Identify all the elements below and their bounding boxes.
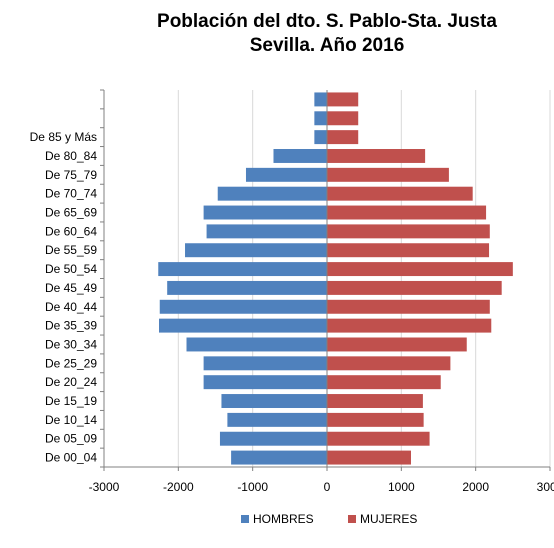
bar-hombres-11 xyxy=(185,243,327,258)
y-tick-label-5: De 25_29 xyxy=(45,356,97,370)
bar-hombres-6 xyxy=(186,337,327,352)
bar-mujeres-8 xyxy=(327,299,490,314)
y-tick-label-11: De 55_59 xyxy=(45,243,97,257)
y-tick-label-14: De 70_74 xyxy=(45,187,97,201)
y-tick-label-10: De 50_54 xyxy=(45,262,97,276)
legend-label-hombres: HOMBRES xyxy=(253,512,314,526)
bar-mujeres-7 xyxy=(327,318,492,333)
y-tick-label-16: De 80_84 xyxy=(45,149,97,163)
y-tick-label-13: De 65_69 xyxy=(45,206,97,220)
bar-hombres-7 xyxy=(159,318,327,333)
bar-hombres-19 xyxy=(314,92,327,107)
bar-hombres-17 xyxy=(314,130,327,145)
bar-mujeres-4 xyxy=(327,375,441,390)
bar-hombres-8 xyxy=(159,299,327,314)
bar-hombres-15 xyxy=(245,167,327,182)
bar-mujeres-1 xyxy=(327,431,430,446)
y-tick-label-8: De 40_44 xyxy=(45,300,97,314)
y-tick-label-1: De 05_09 xyxy=(45,432,97,446)
bar-mujeres-2 xyxy=(327,412,424,427)
bar-mujeres-9 xyxy=(327,280,502,295)
y-tick-label-7: De 35_39 xyxy=(45,319,97,333)
bar-hombres-10 xyxy=(158,262,327,277)
bar-mujeres-17 xyxy=(327,130,359,145)
bar-mujeres-15 xyxy=(327,167,449,182)
y-tick-label-12: De 60_64 xyxy=(45,224,97,238)
legend-label-mujeres: MUJERES xyxy=(360,512,417,526)
bar-hombres-4 xyxy=(203,375,327,390)
bar-hombres-16 xyxy=(273,149,327,163)
y-tick-label-2: De 10_14 xyxy=(45,413,97,427)
y-tick-label-17: De 85 y Más xyxy=(30,130,97,144)
bar-hombres-0 xyxy=(231,450,327,465)
bar-hombres-18 xyxy=(314,111,327,126)
y-tick-labels: De 00_04 De 05_09 De 10_14 De 15_19 De 20_24… xyxy=(30,130,98,464)
bar-mujeres-14 xyxy=(327,186,473,201)
axes xyxy=(100,89,551,471)
x-tick-label-5: 2000 xyxy=(462,480,489,494)
bar-mujeres-12 xyxy=(327,224,490,239)
y-tick-label-9: De 45_49 xyxy=(45,281,97,295)
x-tick-label-6: 3000 xyxy=(537,480,554,494)
legend-swatch-hombres xyxy=(241,515,249,523)
x-tick-label-0: -3000 xyxy=(89,480,120,494)
y-tick-label-4: De 20_24 xyxy=(45,375,97,389)
bar-mujeres-10 xyxy=(327,262,513,277)
title-line-2: Sevilla. Año 2016 xyxy=(250,35,405,56)
bar-hombres-13 xyxy=(203,205,327,220)
x-tick-label-1: -2000 xyxy=(163,480,194,494)
x-tick-labels: -3000 -2000 -1000 0 1000 2000 3000 xyxy=(89,480,554,494)
bar-mujeres-11 xyxy=(327,243,490,258)
bar-mujeres-5 xyxy=(327,356,451,371)
bar-mujeres-16 xyxy=(327,149,426,163)
x-tick-label-2: -1000 xyxy=(237,480,268,494)
legend-swatch-mujeres xyxy=(348,515,356,523)
chart-title: Población del dto. S. Pablo-Sta. Justa S… xyxy=(157,11,497,56)
x-tick-label-4: 1000 xyxy=(388,480,415,494)
bars xyxy=(158,92,513,465)
bar-hombres-3 xyxy=(221,394,327,408)
bar-hombres-9 xyxy=(167,280,327,295)
bar-mujeres-6 xyxy=(327,337,467,352)
bar-mujeres-18 xyxy=(327,111,359,126)
y-tick-label-3: De 15_19 xyxy=(45,394,97,408)
bar-mujeres-3 xyxy=(327,394,423,408)
title-line-1: Población del dto. S. Pablo-Sta. Justa xyxy=(157,11,497,32)
legend: HOMBRES MUJERES xyxy=(241,512,417,526)
bar-hombres-14 xyxy=(217,186,327,201)
bar-hombres-12 xyxy=(206,224,327,239)
bar-hombres-1 xyxy=(219,431,327,446)
x-tick-label-3: 0 xyxy=(324,480,331,494)
bar-mujeres-0 xyxy=(327,450,411,465)
bar-hombres-5 xyxy=(203,356,327,371)
y-tick-label-6: De 30_34 xyxy=(45,337,97,351)
bar-mujeres-13 xyxy=(327,205,487,220)
bar-mujeres-19 xyxy=(327,92,359,107)
y-tick-label-15: De 75_79 xyxy=(45,168,97,182)
bar-hombres-2 xyxy=(227,412,327,427)
y-tick-label-0: De 00_04 xyxy=(45,451,97,465)
